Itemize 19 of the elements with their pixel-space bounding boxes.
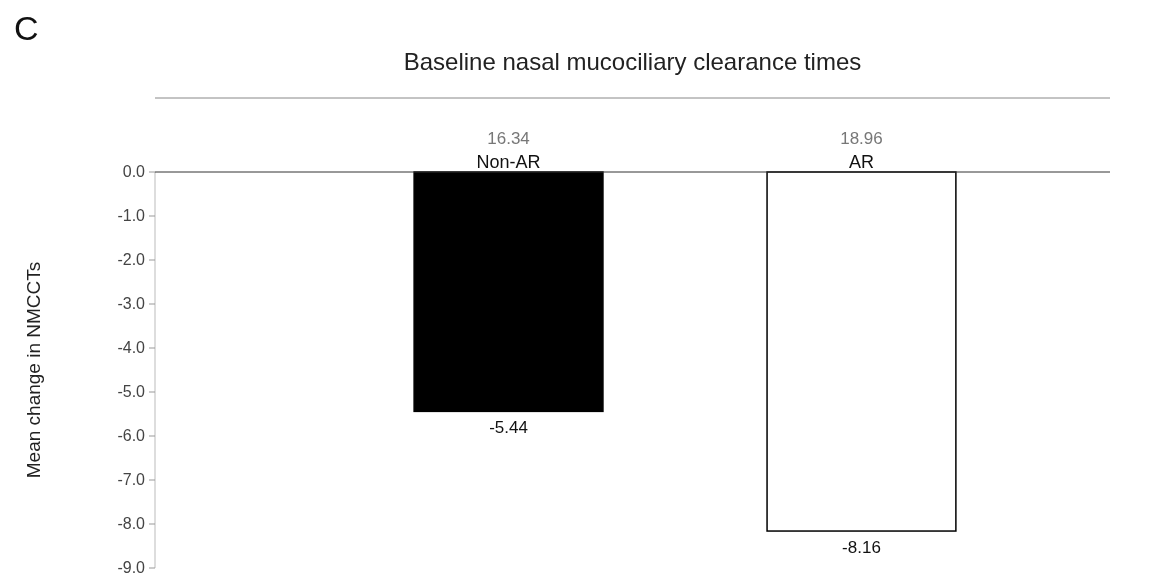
chart-title: Baseline nasal mucociliary clearance times	[403, 48, 862, 75]
y-tick-label: -2.0	[117, 251, 146, 268]
y-tick-label: -6.0	[117, 427, 146, 444]
y-tick-label: -1.0	[117, 207, 146, 224]
y-tick-label: -7.0	[117, 471, 146, 488]
y-tick-label: -8.0	[117, 515, 146, 532]
y-tick-label: -4.0	[117, 339, 146, 356]
y-tick-label: -3.0	[117, 295, 146, 312]
text: 18.96	[840, 129, 883, 148]
data-label: -8.16	[842, 538, 881, 558]
x-tick-label: AR	[848, 152, 874, 172]
data-label: -5.44	[489, 418, 528, 438]
x-tick-label: Non-AR	[476, 152, 541, 172]
text: 16.34	[487, 129, 530, 148]
y-tick-label: -9.0	[117, 559, 146, 576]
y-tick-label: 0.0	[122, 163, 146, 180]
text: C	[14, 9, 39, 47]
y-axis-title: Mean change in NMCCTs	[23, 261, 44, 479]
y-tick-label: -5.0	[117, 383, 146, 400]
